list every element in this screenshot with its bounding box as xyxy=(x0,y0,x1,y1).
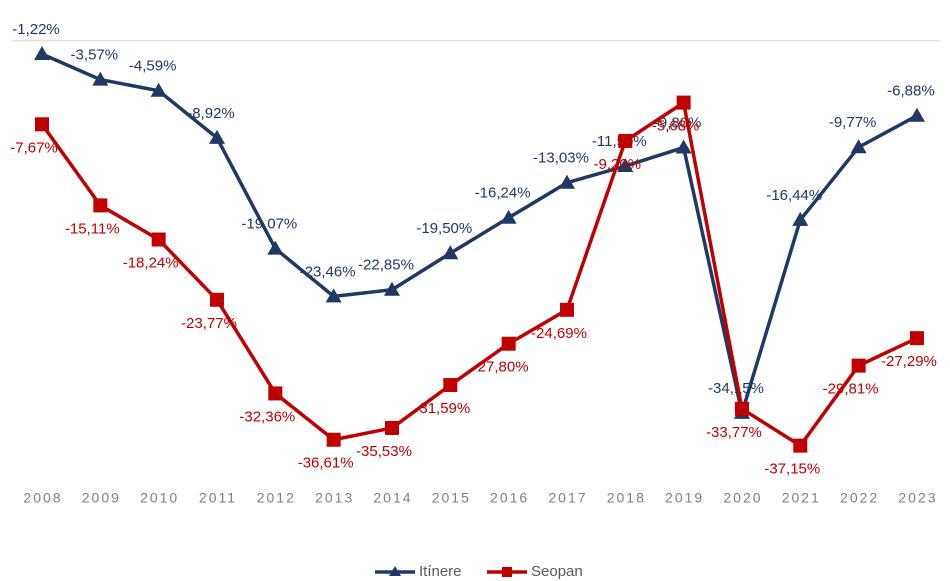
x-tick-label: 2009 xyxy=(82,490,121,506)
legend-item: Seopan xyxy=(487,563,583,580)
data-label: -32,36% xyxy=(239,408,295,425)
legend-label: Seopan xyxy=(531,563,583,580)
marker xyxy=(500,209,517,224)
x-tick-label: 2015 xyxy=(432,490,471,506)
marker xyxy=(675,139,692,154)
data-label: -19,07% xyxy=(241,216,297,233)
marker xyxy=(384,420,399,435)
data-label: -27,80% xyxy=(473,359,529,376)
marker xyxy=(676,95,691,110)
marker xyxy=(792,211,809,226)
marker xyxy=(617,158,634,173)
marker xyxy=(734,401,749,416)
legend-item: Itínere xyxy=(375,563,462,580)
marker xyxy=(443,378,458,393)
x-tick-label: 2019 xyxy=(665,490,704,506)
x-tick-label: 2023 xyxy=(898,490,937,506)
data-label: -23,77% xyxy=(181,315,237,332)
legend-marker xyxy=(502,567,512,577)
series-line xyxy=(40,99,918,448)
data-label: -36,61% xyxy=(298,455,354,472)
data-label: -24,69% xyxy=(531,325,587,342)
data-label: -34,15% xyxy=(708,380,764,397)
data-label: -16,44% xyxy=(766,187,822,204)
x-tick-label: 2020 xyxy=(723,490,762,506)
marker xyxy=(851,358,866,373)
data-label: -23,46% xyxy=(300,263,356,280)
data-label: -22,85% xyxy=(358,257,414,274)
x-tick-label: 2014 xyxy=(373,490,412,506)
marker xyxy=(326,432,341,447)
marker xyxy=(151,232,166,247)
marker xyxy=(501,336,516,351)
marker xyxy=(92,71,109,86)
data-label: -4,59% xyxy=(129,58,177,75)
data-label: -6,88% xyxy=(887,83,935,100)
x-tick-label: 2022 xyxy=(840,490,879,506)
data-label: -5,68% xyxy=(652,118,700,135)
marker xyxy=(268,386,283,401)
x-tick-label: 2018 xyxy=(607,490,646,506)
x-tick-label: 2021 xyxy=(782,490,821,506)
marker xyxy=(93,198,108,213)
data-label: -1,22% xyxy=(12,21,60,38)
marker xyxy=(558,174,575,189)
data-label: -9,77% xyxy=(829,114,877,131)
data-label: -16,24% xyxy=(475,185,531,202)
x-tick-label: 2010 xyxy=(140,490,179,506)
data-label: -8,92% xyxy=(187,105,235,122)
marker xyxy=(442,245,459,260)
marker xyxy=(909,331,924,346)
data-label: -13,03% xyxy=(533,150,589,167)
x-tick-label: 2013 xyxy=(315,490,354,506)
data-label: -18,24% xyxy=(123,254,179,271)
marker xyxy=(209,292,224,307)
marker xyxy=(208,129,225,144)
data-label: -9,20% xyxy=(594,156,642,173)
x-tick-label: 2012 xyxy=(257,490,296,506)
x-tick-label: 2008 xyxy=(23,490,62,506)
marker xyxy=(908,107,925,122)
data-label: -15,11% xyxy=(65,220,120,237)
legend-marker xyxy=(389,566,401,576)
data-label: -37,15% xyxy=(764,461,820,478)
data-label: -35,53% xyxy=(356,443,412,460)
data-label: -19,50% xyxy=(416,220,472,237)
data-label: -29,81% xyxy=(823,381,879,398)
marker xyxy=(850,139,867,154)
data-label: -7,67% xyxy=(10,139,58,156)
marker xyxy=(793,438,808,453)
data-label: -31,59% xyxy=(414,400,470,417)
marker xyxy=(34,45,50,60)
marker xyxy=(383,281,400,296)
marker xyxy=(35,117,49,132)
x-tick-label: 2011 xyxy=(199,490,237,506)
legend-label: Itínere xyxy=(419,563,462,580)
series-line xyxy=(41,52,918,420)
marker xyxy=(325,288,342,303)
x-tick-label: 2017 xyxy=(548,490,587,506)
data-label: -27,29% xyxy=(881,353,937,370)
marker xyxy=(559,302,574,317)
data-label: -33,77% xyxy=(706,424,762,441)
marker xyxy=(150,82,167,97)
x-tick-label: 2016 xyxy=(490,490,529,506)
marker xyxy=(267,240,284,255)
marker xyxy=(618,133,633,148)
data-label: -3,57% xyxy=(71,47,119,64)
